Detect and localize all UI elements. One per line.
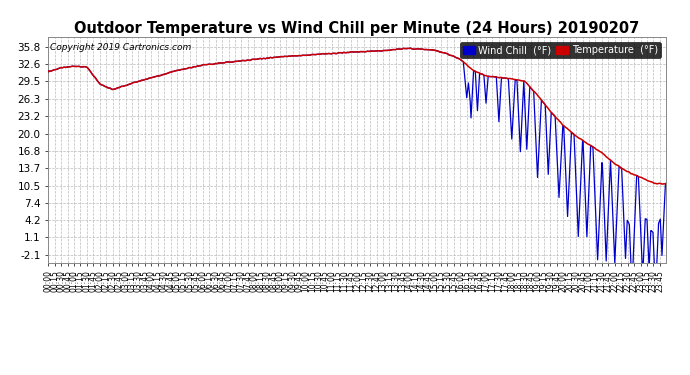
Title: Outdoor Temperature vs Wind Chill per Minute (24 Hours) 20190207: Outdoor Temperature vs Wind Chill per Mi… xyxy=(75,21,640,36)
Text: Copyright 2019 Cartronics.com: Copyright 2019 Cartronics.com xyxy=(50,43,191,52)
Legend: Wind Chill  (°F), Temperature  (°F): Wind Chill (°F), Temperature (°F) xyxy=(460,42,661,58)
